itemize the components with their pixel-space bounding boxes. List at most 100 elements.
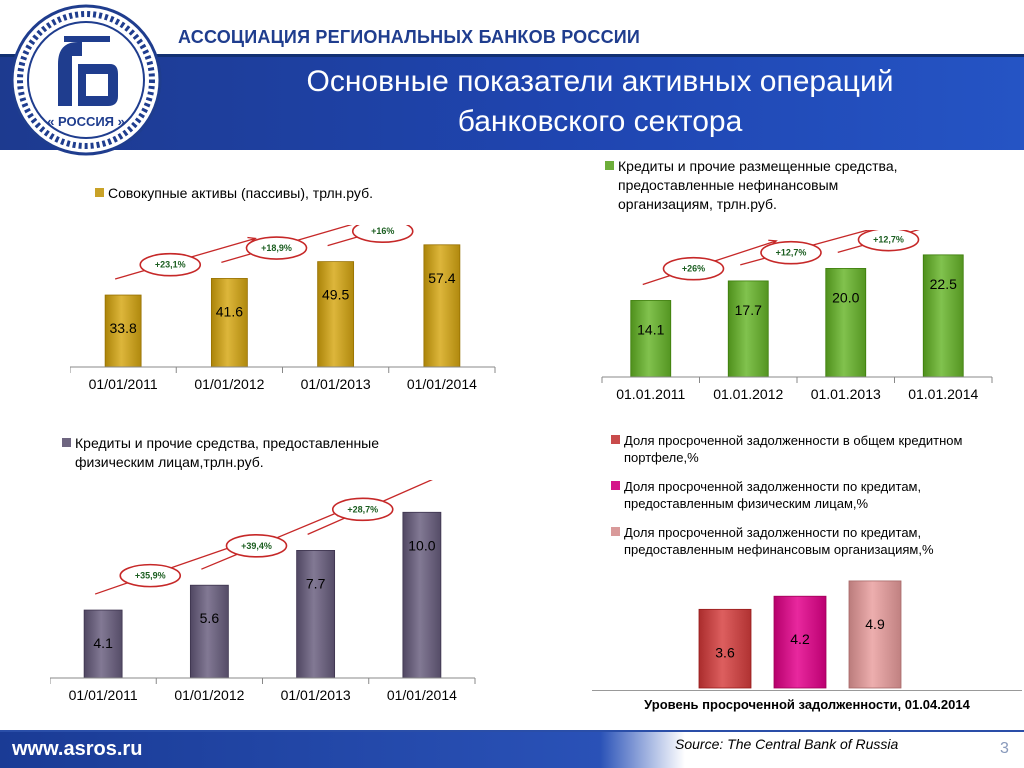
- growth-label: +12,7%: [776, 248, 807, 258]
- retail-loans-legend-line2: физическим лицам,трлн.руб.: [75, 454, 264, 470]
- growth-oval: [245, 236, 308, 260]
- x-tick-label: 01/01/2013: [301, 376, 371, 392]
- bar-01/01/2014: [423, 244, 461, 368]
- corp-loans-legend-swatch: [605, 161, 614, 170]
- bar-01/01/2014: [402, 511, 442, 679]
- growth-label: +12,7%: [873, 235, 904, 245]
- x-tick-label: 01.01.2012: [713, 386, 783, 402]
- assets-chart: 33.8 41.6 49.5 57.4 01/01/2011 01/01/2012 01/0…: [70, 225, 496, 392]
- corp-loans-legend-line2: предоставленные нефинансовым: [618, 177, 839, 193]
- corp-loans-legend: Кредиты и прочие размещенные средства, п…: [605, 157, 898, 214]
- bar-01/01/2011: [83, 609, 123, 679]
- overdue-legend-1-line1: Доля просроченной задолженности в общем …: [624, 433, 963, 448]
- overdue-bar: [848, 580, 902, 689]
- x-tick-label: 01/01/2014: [387, 687, 457, 703]
- bar-value-label: 14.1: [637, 321, 664, 337]
- growth-label: +23,1%: [155, 260, 186, 270]
- bar-01/01/2012: [210, 278, 248, 368]
- overdue-legend-3-line1: Доля просроченной задолженности по креди…: [624, 525, 922, 540]
- logo-text: « РОССИЯ »: [47, 114, 125, 129]
- growth-oval: [225, 534, 288, 558]
- overdue-legend-2: Доля просроченной задолженности по креди…: [611, 478, 921, 512]
- growth-oval: [119, 563, 182, 588]
- growth-oval: [331, 497, 394, 522]
- assets-legend-label: Совокупные активы (пассивы), трлн.руб.: [108, 185, 373, 201]
- x-tick-label: 01/01/2013: [281, 687, 351, 703]
- assets-legend-swatch: [95, 188, 104, 197]
- bar-01/01/2013: [317, 261, 355, 368]
- footer-divider: [0, 730, 1024, 732]
- bar-value-label: 22.5: [930, 276, 957, 292]
- x-tick-label: 01/01/2011: [69, 687, 138, 703]
- bar-01.01.2013: [825, 268, 867, 378]
- bar-value-label: 57.4: [428, 270, 455, 286]
- x-tick-label: 01/01/2014: [407, 376, 477, 392]
- overdue-legend-1-swatch: [611, 435, 620, 444]
- growth-oval: [351, 225, 414, 243]
- header-divider: [0, 54, 1024, 57]
- header-white-band: [0, 0, 1024, 55]
- overdue-bar: [773, 595, 827, 689]
- overdue-legend-1: Доля просроченной задолженности в общем …: [611, 432, 962, 466]
- bar-value-label: 5.6: [200, 610, 220, 626]
- footer-white-fade: [600, 732, 1024, 768]
- page-title-line1: Основные показатели активных операций: [306, 65, 894, 98]
- growth-label: +18,9%: [261, 243, 292, 253]
- page-number: 3: [1000, 740, 1009, 757]
- overdue-legend-3: Доля просроченной задолженности по креди…: [611, 524, 934, 558]
- growth-label: +28,7%: [347, 504, 378, 514]
- overdue-bar: [698, 608, 752, 689]
- bar-value-label: 17.7: [735, 302, 762, 318]
- corp-loans-legend-line3: организациям, трлн.руб.: [618, 196, 777, 212]
- corp-loans-legend-line1: Кредиты и прочие размещенные средства,: [618, 158, 898, 174]
- bar-value-label: 20.0: [832, 289, 859, 305]
- overdue-bar-value-label: 3.6: [715, 644, 735, 660]
- overdue-legend-2-line1: Доля просроченной задолженности по креди…: [624, 479, 922, 494]
- bar-value-label: 33.8: [110, 320, 137, 336]
- growth-label: +26%: [682, 264, 705, 274]
- growth-label: +39,4%: [241, 541, 272, 551]
- assets-legend: Совокупные активы (пассивы), трлн.руб.: [95, 184, 373, 203]
- growth-label: +35,9%: [135, 571, 166, 581]
- retail-loans-chart: 4.1 5.6 7.7 10.0 01/01/2011 01/01/2012 01/01/2…: [50, 480, 476, 703]
- x-tick-label: 01.01.2014: [908, 386, 978, 402]
- growth-oval: [139, 252, 202, 277]
- overdue-caption: Уровень просроченной задолженности, 01.0…: [592, 690, 1022, 719]
- page-title: Основные показатели активных операций ба…: [200, 62, 1000, 142]
- overdue-legend-3-swatch: [611, 527, 620, 536]
- overdue-legend-2-line2: предоставленным физическим лицам,%: [624, 496, 869, 511]
- bar-value-label: 4.1: [93, 635, 113, 651]
- growth-oval: [857, 230, 920, 252]
- bar-01/01/2013: [296, 550, 336, 679]
- x-tick-label: 01.01.2011: [616, 386, 685, 402]
- bar-value-label: 41.6: [216, 303, 243, 319]
- x-tick-label: 01/01/2011: [89, 376, 158, 392]
- growth-oval: [760, 240, 822, 265]
- retail-loans-legend: Кредиты и прочие средства, предоставленн…: [62, 434, 379, 472]
- page-title-line2: банковского сектора: [457, 105, 743, 138]
- header-banner: [0, 0, 1024, 150]
- overdue-legend-2-swatch: [611, 481, 620, 490]
- overdue-legend-1-line2: портфеле,%: [624, 450, 699, 465]
- bar-01.01.2011: [630, 300, 672, 378]
- x-tick-label: 01.01.2013: [811, 386, 881, 402]
- growth-label: +16%: [371, 226, 394, 236]
- retail-loans-legend-swatch: [62, 438, 71, 447]
- overdue-bar-value-label: 4.9: [865, 616, 885, 632]
- overdue-bar-value-label: 4.2: [790, 631, 810, 647]
- bar-01.01.2012: [727, 280, 769, 378]
- association-logo: « РОССИЯ »: [10, 4, 162, 156]
- retail-loans-legend-line1: Кредиты и прочие средства, предоставленн…: [75, 435, 380, 451]
- bar-01/01/2011: [104, 294, 142, 368]
- bar-01.01.2014: [922, 254, 964, 378]
- org-name: АССОЦИАЦИЯ РЕГИОНАЛЬНЫХ БАНКОВ РОССИИ: [178, 27, 641, 47]
- overdue-legend-3-line2: предоставленным нефинансовым организация…: [624, 542, 934, 557]
- bar-value-label: 7.7: [306, 575, 326, 591]
- source-note: Source: The Central Bank of Russia: [675, 736, 899, 752]
- bar-01/01/2012: [189, 584, 229, 679]
- bar-value-label: 10.0: [408, 537, 435, 553]
- bar-value-label: 49.5: [322, 287, 349, 303]
- corp-loans-chart: 14.1 17.7 20.0 22.5 01.01.2011 01.01.2012 01.0…: [601, 230, 993, 402]
- website-link[interactable]: www.asros.ru: [12, 738, 143, 760]
- x-tick-label: 01/01/2012: [194, 376, 264, 392]
